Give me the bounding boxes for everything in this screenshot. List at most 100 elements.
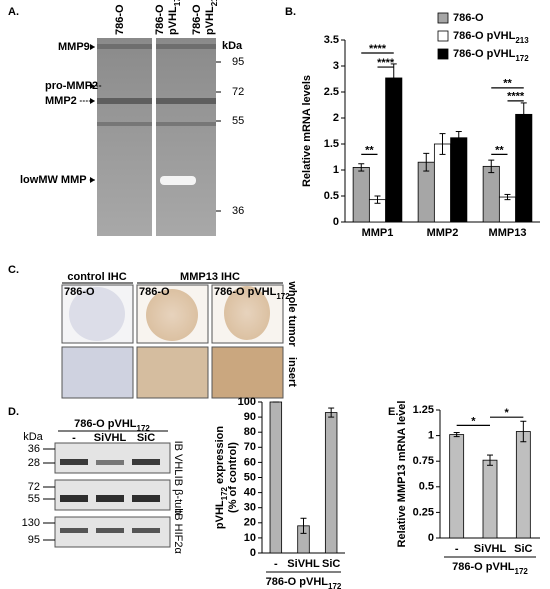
x-tick-label: MMP1 [362,227,394,239]
bar [515,431,531,539]
text-part: 786-O [453,12,484,24]
blot-label: IB HIF2α [172,510,184,554]
error-bar [374,195,381,204]
subscript: 172 [515,54,529,63]
blot-label: IB VHL [172,441,184,476]
y-tick-label: 3 [333,60,339,72]
subscript: 172 [220,486,229,500]
y-tick-label: 90 [244,411,256,423]
subscript: 213 [210,0,219,6]
text-part: 786-O pVHL [453,30,516,42]
error-bar [504,193,511,201]
y-tick-label: 0 [333,216,339,228]
y-tick-label: 30 [244,502,256,514]
lane-label: SiVHL [94,432,127,444]
text-part: pVHL [214,500,226,529]
kda-title: kDa [222,40,243,52]
y-tick-label: 80 [244,426,256,438]
text-part: 786-O pVHL [452,561,515,573]
error-bar [520,420,527,443]
error-bar [520,102,527,127]
error-bar [300,517,307,534]
ihc-images [61,284,284,399]
x-tick-label: SiVHL [287,558,320,570]
y-tick-label: 0.5 [419,481,434,493]
x-tick-label: - [274,558,278,570]
error-bar [453,432,460,438]
y-tick-label: 2 [333,112,339,124]
text-part: 786-O pVHL [74,418,137,430]
text-part: 786-O pVHL [214,286,277,298]
significance-label: * [471,415,476,427]
kda-value: 95 [28,534,40,546]
y-tick-label: 10 [244,532,256,544]
error-bar [488,159,495,174]
text-part: 786-O [64,286,95,298]
y-tick-label: 50 [244,471,256,483]
subscript: 172 [328,582,342,589]
y-tick-label: 3.5 [324,34,339,46]
y-tick-label: 0 [428,532,434,544]
bar [482,459,498,539]
y-tick-label: 40 [244,487,256,499]
significance-label: ** [503,78,512,90]
error-bar [439,133,446,155]
lane-label: pVHL213 [204,0,219,35]
lane-label: pVHL172 [167,0,182,35]
y-tick-label: 1 [428,430,434,442]
legend-swatch [437,48,449,60]
column-header: control IHC [67,271,126,283]
band-marker: MMP2 [45,95,77,107]
x-tick-label: SiC [322,558,340,570]
subscript: 172 [173,0,182,6]
x-tick-label: MMP13 [489,227,527,239]
legend-label: 786-O pVHL213 [453,30,529,45]
x-tick-label: MMP2 [427,227,459,239]
y-tick-label: 1.25 [413,404,434,416]
y-tick-label: 0 [250,547,256,559]
bar [433,143,452,223]
sample-label: 786-O pVHL172 [214,286,290,301]
error-bar [328,407,335,418]
legend-swatch [437,30,449,42]
y-axis-title: Relative MMP13 mRNA level [396,401,408,548]
arrow-head [90,177,95,183]
text-part: 786-O [139,286,170,298]
y-tick-label: 0.25 [413,506,434,518]
bar [515,113,533,223]
western-blots [54,442,171,548]
row-label: insert [286,357,298,387]
panel-label: D. [8,406,19,418]
bar [449,434,465,539]
bar [450,137,468,223]
band-marker: lowMW MMP [20,174,87,186]
panel-label: B. [285,6,296,18]
band-marker: MMP9 [58,41,90,53]
arrow-head [90,44,95,50]
legend-swatch [437,12,449,24]
arrow-head [90,83,95,89]
kda-value: 55 [232,115,244,127]
bar [385,77,403,223]
text-part: 786-O pVHL [266,576,329,588]
kda-value: 36 [28,443,40,455]
column-header: MMP13 IHC [180,271,240,283]
significance-label: **** [377,57,395,69]
subscript: 172 [515,567,529,576]
panel-label: C. [8,264,19,276]
lane-label: 786-O [191,4,203,35]
error-bar [358,163,365,172]
arrow-head [90,98,95,104]
subscript: 172 [276,292,290,301]
kda-value: 130 [22,517,40,529]
subscript: 213 [515,36,529,45]
kda-value: 72 [232,86,244,98]
y-axis-title: (% of control) [227,442,239,513]
lane-label: - [72,432,76,444]
error-bar [423,152,430,172]
panel-label: A. [8,6,19,18]
bar [498,196,517,223]
significance-label: **** [507,91,525,103]
subscript: 172 [137,424,151,433]
bar [352,166,370,223]
